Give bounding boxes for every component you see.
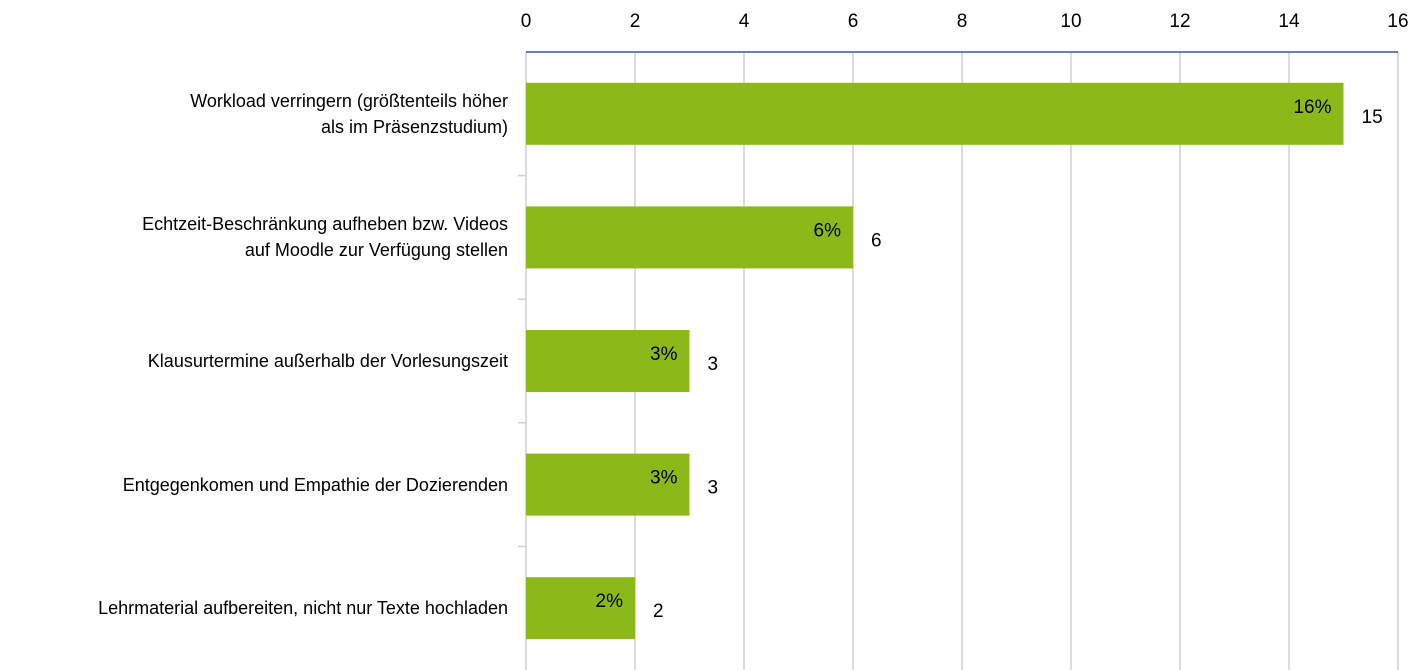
- share-label: 16%: [1293, 97, 1331, 118]
- value-label: 6: [871, 230, 882, 251]
- x-tick-label: 12: [1169, 11, 1190, 32]
- bar: [526, 577, 635, 640]
- share-label: 2%: [596, 591, 624, 612]
- category-label: Echtzeit-Beschränkung aufheben bzw. Vide…: [142, 214, 508, 261]
- value-label: 2: [653, 601, 664, 622]
- category-label: Klausurtermine außerhalb der Vorlesungsz…: [147, 351, 508, 371]
- category-label: Workload verringern (größtenteils höher …: [190, 90, 508, 137]
- category-label: Entgegenkomen und Empathie der Dozierend…: [122, 474, 508, 495]
- x-tick-label: 6: [848, 11, 859, 32]
- value-label: 3: [708, 478, 719, 499]
- x-tick-label: 2: [630, 11, 641, 32]
- x-tick-label: 10: [1060, 11, 1081, 32]
- share-label: 6%: [814, 220, 842, 241]
- bar: [526, 82, 1344, 145]
- share-label: 3%: [650, 344, 678, 365]
- x-tick-label: 14: [1278, 11, 1300, 32]
- bar: [526, 206, 853, 269]
- value-label: 15: [1362, 107, 1383, 128]
- category-label: Lehrmaterial aufbereiten, nicht nur Text…: [98, 598, 508, 619]
- bar: [526, 330, 690, 392]
- x-tick-label: 4: [739, 11, 750, 32]
- share-label: 3%: [650, 468, 678, 489]
- x-tick-label: 16: [1387, 11, 1408, 32]
- x-tick-label: 8: [957, 11, 968, 32]
- bar: [526, 453, 690, 516]
- value-label: 3: [708, 354, 719, 375]
- x-tick-label: 0: [521, 11, 532, 32]
